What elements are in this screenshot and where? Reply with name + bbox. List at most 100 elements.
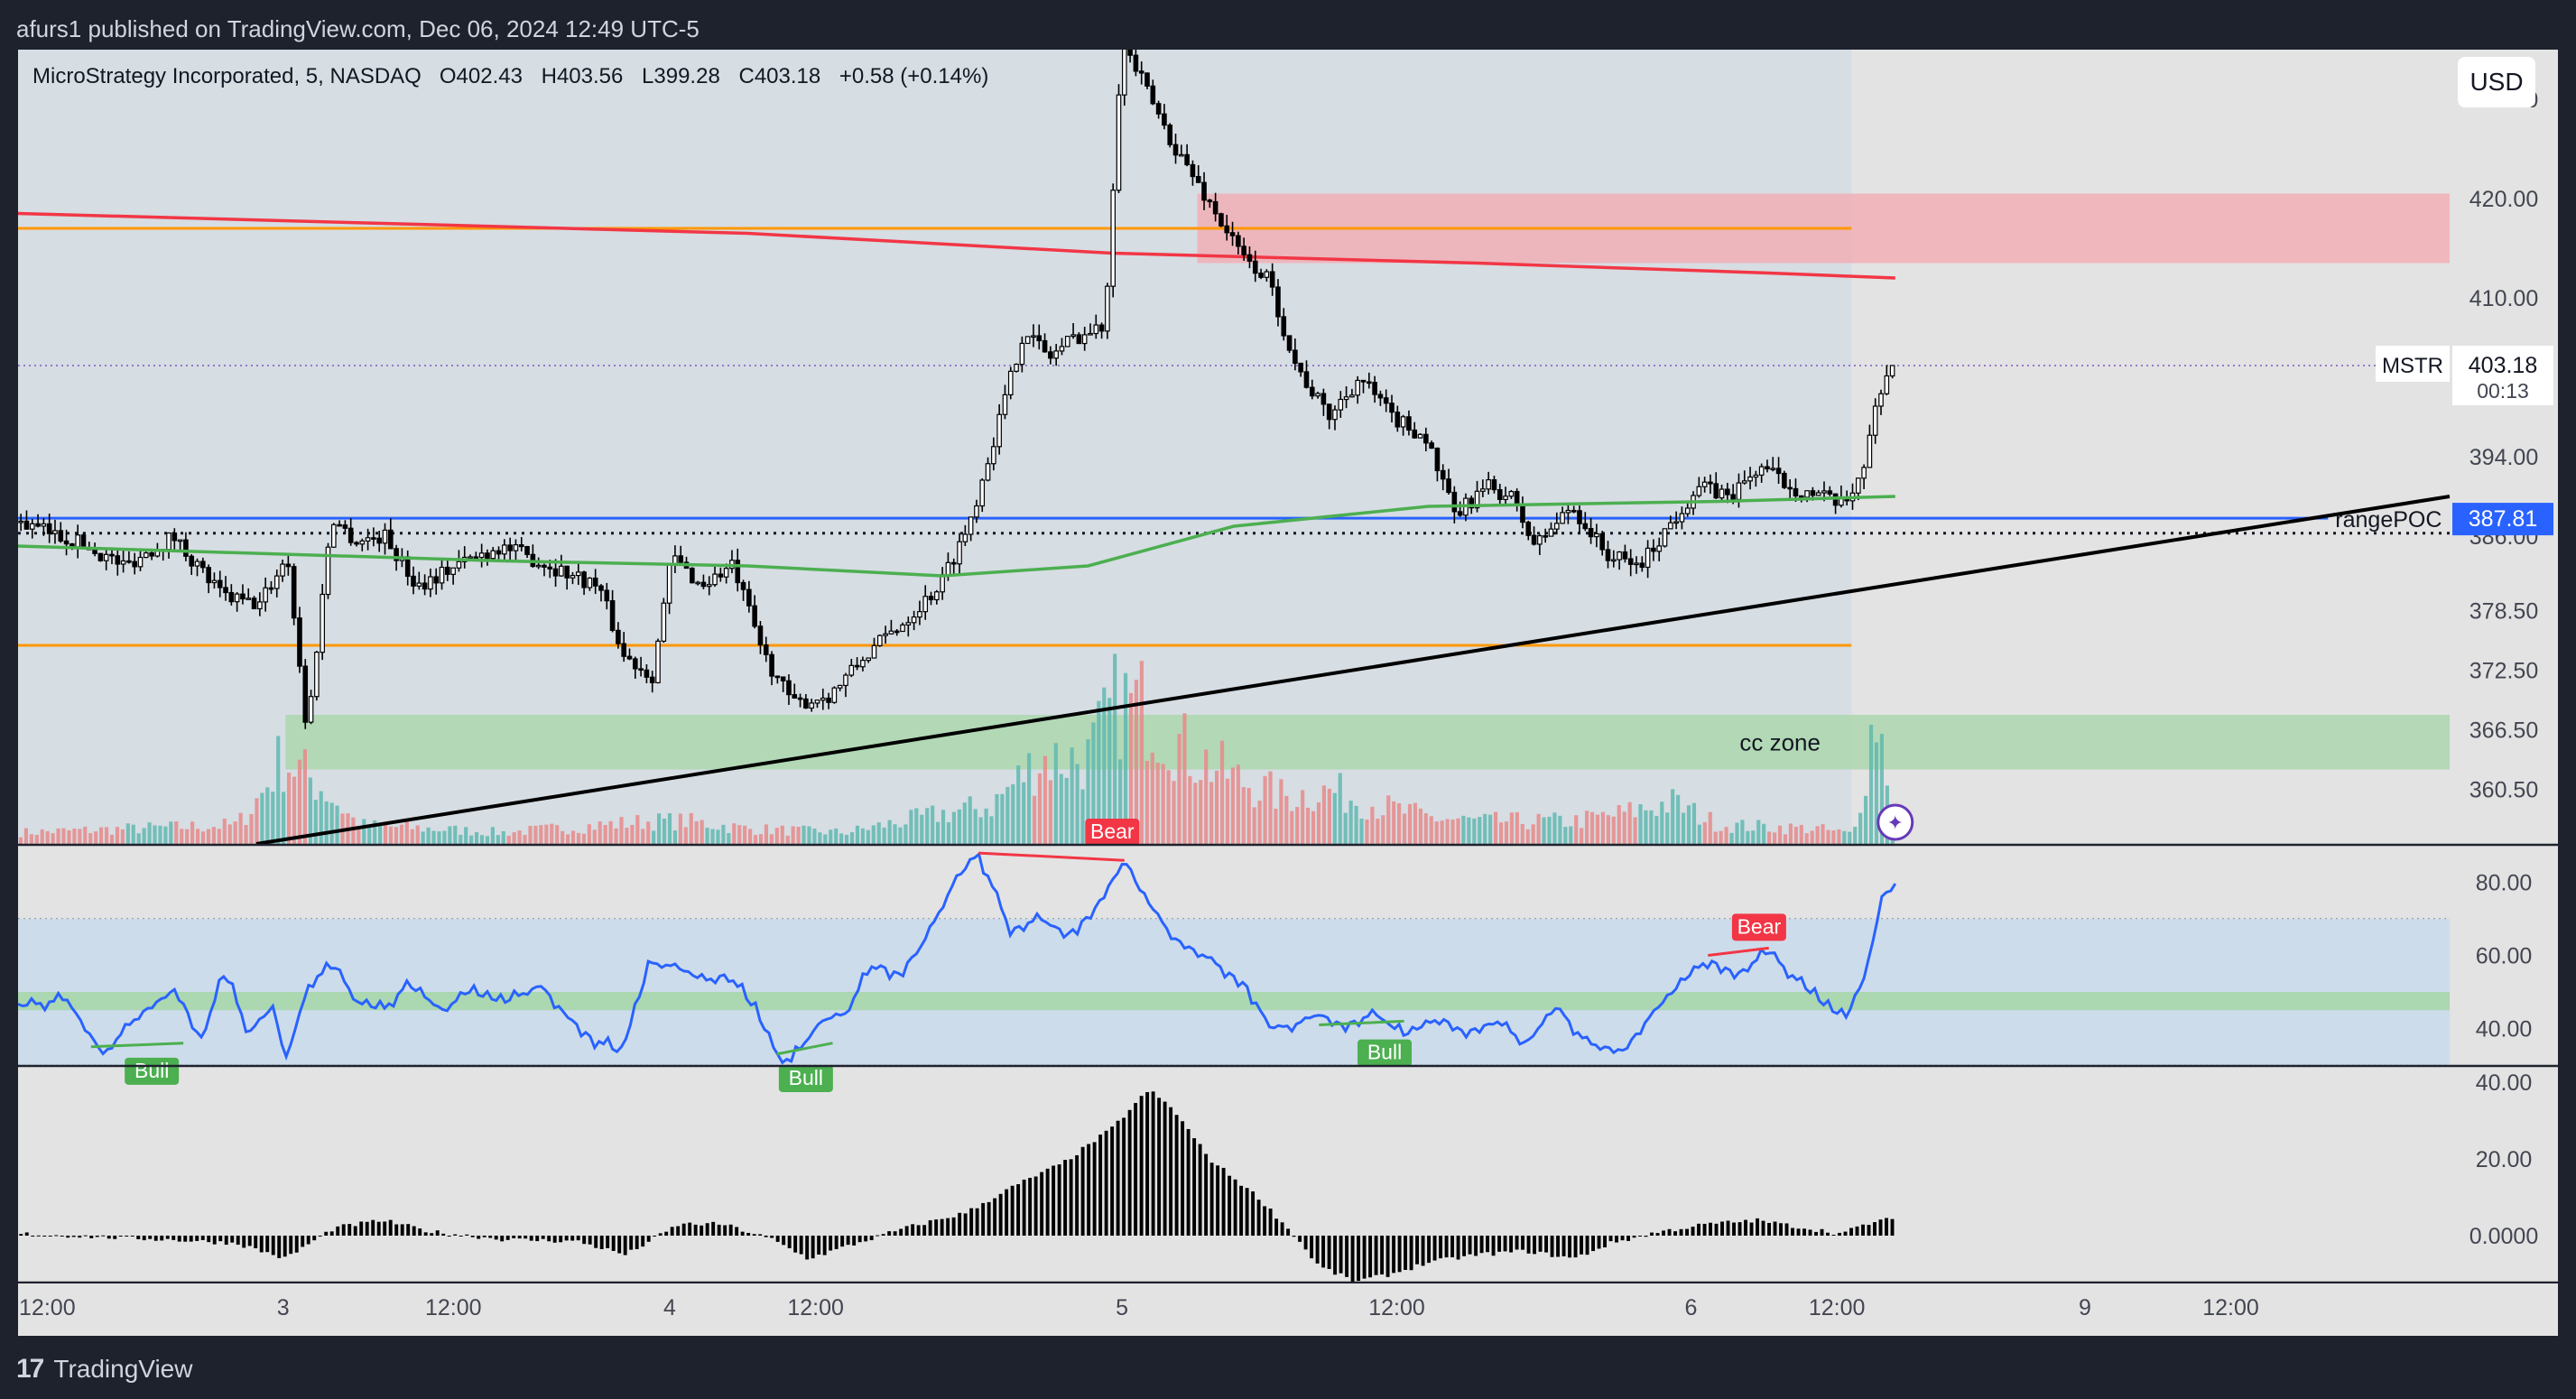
candle [1212, 200, 1219, 215]
momentum-bar [887, 1231, 892, 1236]
candle [1036, 335, 1042, 342]
momentum-bar [1028, 1177, 1033, 1236]
candle [860, 660, 866, 668]
currency-button[interactable]: USD [2458, 57, 2535, 107]
candle [217, 579, 223, 588]
candle [1281, 316, 1287, 337]
volume-bar [1756, 820, 1761, 844]
chart-canvas[interactable]: cc zone rangePOC Bull Bull Bear Bull Bear 4 3 0.0… [17, 41, 2558, 1336]
momentum-bar [324, 1231, 329, 1236]
volume-bar [351, 817, 356, 844]
volume-bar [860, 828, 865, 844]
volume-bar [195, 829, 200, 844]
candle [552, 568, 559, 577]
candle [922, 596, 929, 613]
momentum-bar [658, 1233, 663, 1236]
volume-bar [1155, 763, 1160, 844]
candle [211, 579, 218, 584]
candle [1355, 379, 1361, 396]
momentum-bar [911, 1224, 915, 1236]
volume-bar [249, 813, 254, 844]
candle [774, 675, 781, 679]
momentum-bar [294, 1236, 299, 1253]
candle [700, 581, 707, 588]
momentum-bar [512, 1236, 516, 1238]
volume-bar [978, 817, 983, 844]
candle [649, 676, 655, 683]
momentum-bar [1573, 1236, 1578, 1258]
volume-bar [1204, 749, 1209, 844]
chart-area[interactable]: cc zone rangePOC Bull Bull Bear Bull Bear 4 3 0.0… [17, 41, 2558, 1336]
candle [1736, 482, 1742, 500]
volume-bar [512, 832, 516, 844]
candle [712, 573, 718, 586]
candle [63, 540, 69, 545]
volume-bar [1005, 786, 1010, 844]
rsi-tick-label: 40.00 [2476, 1017, 2533, 1042]
cc-zone-label: cc zone [1739, 728, 1821, 755]
momentum-bar [1245, 1188, 1249, 1236]
candle [1668, 522, 1673, 530]
momentum-bar [283, 1236, 287, 1257]
footer-brand[interactable]: TradingView [53, 1355, 193, 1383]
tradingview-logo-icon[interactable]: 17 [16, 1354, 44, 1384]
volume-bar [812, 829, 817, 844]
time-tick-label: 6 [1685, 1295, 1698, 1320]
momentum-bar [1357, 1236, 1361, 1282]
candle [1514, 491, 1520, 505]
volume-bar [1327, 788, 1331, 844]
candle [1765, 466, 1770, 470]
volume-bar [1713, 831, 1718, 844]
momentum-bar [1749, 1222, 1754, 1236]
volume-bar [1483, 813, 1487, 844]
momentum-bar [1110, 1126, 1115, 1236]
candle [1701, 481, 1708, 487]
volume-bar [1848, 831, 1852, 844]
candle [1656, 545, 1663, 552]
volume-bar [1574, 815, 1579, 844]
candle [1252, 260, 1258, 274]
volume-bar [1268, 771, 1273, 844]
momentum-bar [371, 1219, 375, 1236]
momentum-bar [946, 1218, 950, 1236]
candle [445, 566, 450, 575]
volume-bar [1472, 818, 1477, 844]
volume-bar [1815, 826, 1820, 844]
candle [1293, 349, 1298, 365]
candle [1775, 468, 1782, 475]
momentum-bar [1667, 1228, 1672, 1236]
candle [871, 644, 877, 659]
volume-bar [319, 791, 323, 844]
candle [1543, 535, 1548, 538]
momentum-bar [1198, 1144, 1202, 1236]
volume-bar [1488, 814, 1493, 844]
momentum-bar [893, 1231, 897, 1236]
publisher-header: afurs1 published on TradingView.com, Dec… [16, 15, 700, 42]
momentum-bar [1315, 1236, 1320, 1264]
volume-bar [1166, 770, 1171, 844]
momentum-bar [1679, 1228, 1683, 1236]
candle [428, 576, 433, 590]
candle [1133, 54, 1139, 72]
momentum-bar [864, 1236, 868, 1242]
candle [1810, 490, 1816, 496]
candle [75, 534, 80, 548]
candle [132, 561, 138, 568]
candle [387, 529, 394, 550]
momentum-bar [318, 1236, 322, 1237]
candle [996, 413, 1002, 448]
alert-star-glyph: ✦ [1887, 811, 1904, 834]
candle [485, 552, 490, 560]
volume-bar [1144, 760, 1149, 844]
momentum-bar [1362, 1236, 1367, 1279]
candle [843, 674, 848, 687]
candle [1195, 175, 1201, 183]
candle [1553, 523, 1560, 530]
volume-bar [780, 825, 784, 844]
volume-bar [893, 824, 897, 844]
momentum-bar [1186, 1128, 1191, 1236]
volume-bar [732, 823, 737, 844]
volume-bar [442, 830, 447, 844]
volume-bar [474, 831, 479, 844]
volume-bar [335, 805, 339, 844]
